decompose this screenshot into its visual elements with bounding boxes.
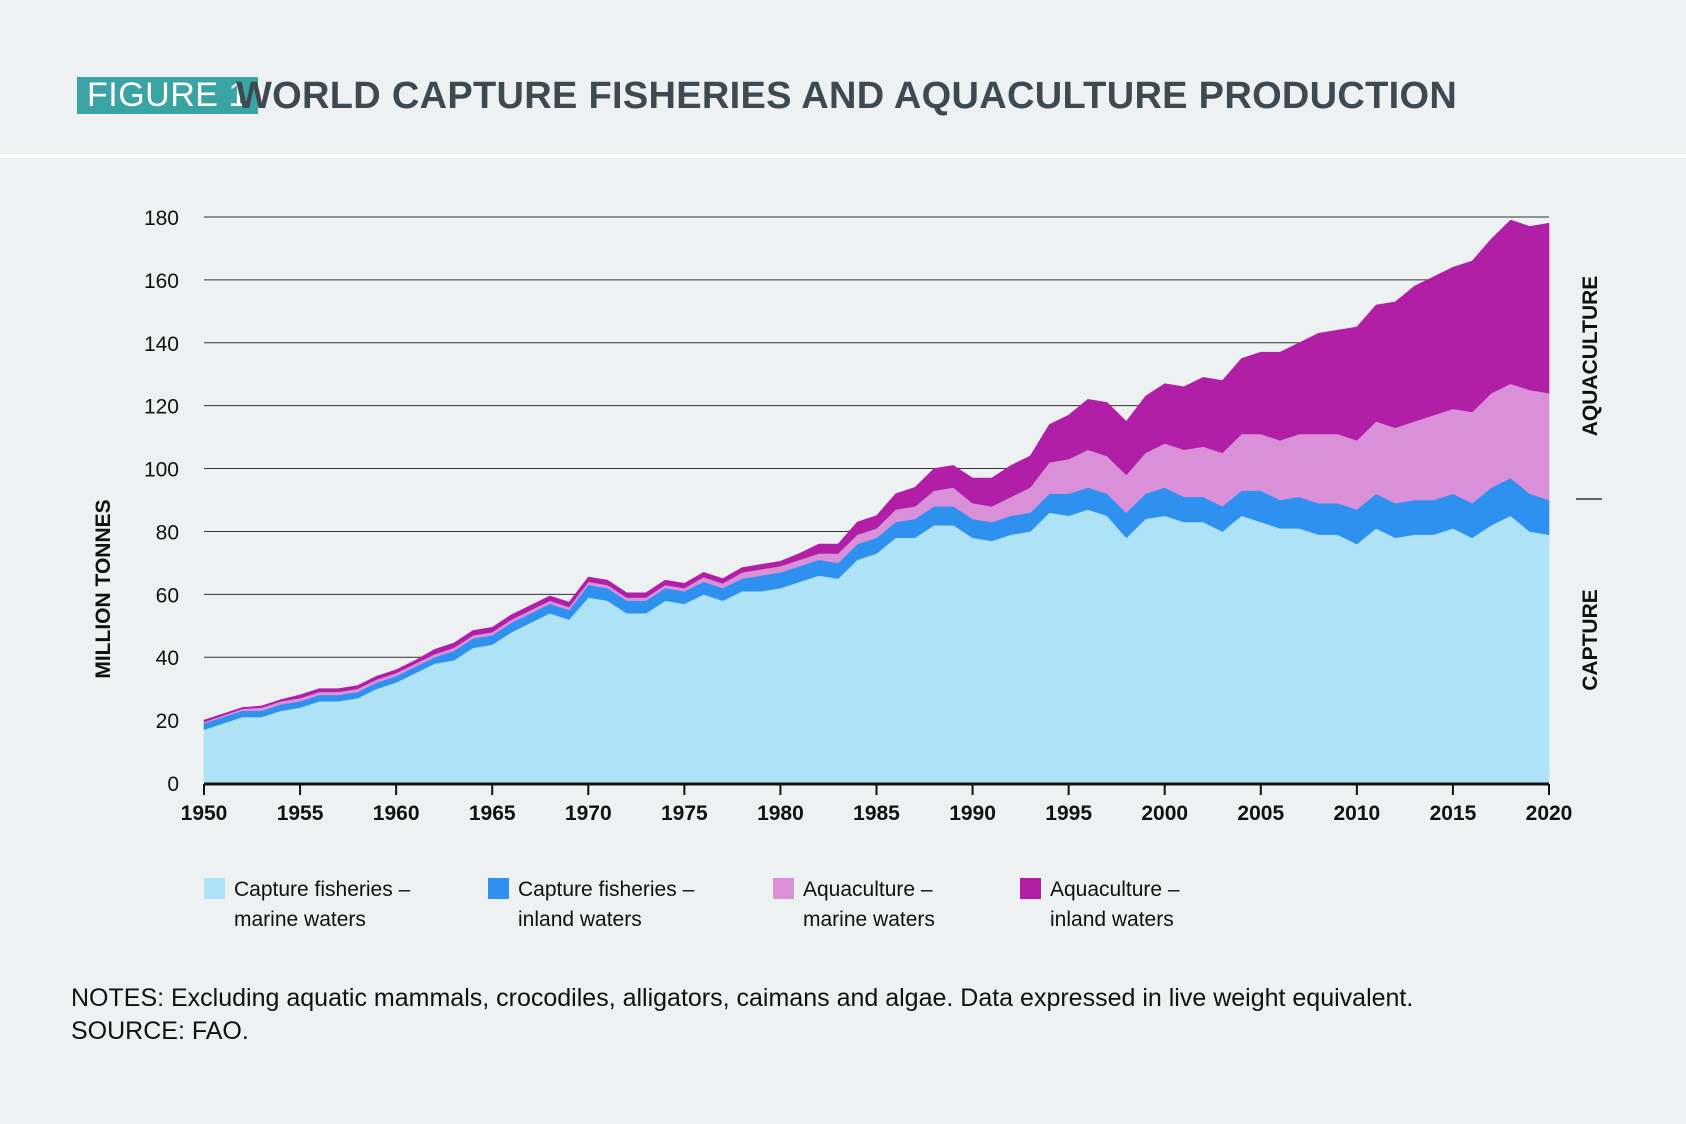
side-label-capture: CAPTURE xyxy=(1579,589,1602,691)
x-tick-label: 2000 xyxy=(1141,802,1188,825)
legend-item-aqua-marine: Aquaculture – marine waters xyxy=(773,875,935,935)
x-tick-label: 1960 xyxy=(373,802,420,825)
legend-swatch-aqua-marine xyxy=(773,878,794,899)
stacked-areas xyxy=(203,219,1550,784)
y-tick-label: 100 xyxy=(144,459,179,482)
legend-label-line: marine waters xyxy=(803,908,935,931)
y-tick-label: 20 xyxy=(156,710,179,733)
production-area-chart: 0 20 40 60 80 100 120 140 160 180 1950 1955 1960 1965… xyxy=(92,207,1602,825)
y-tick-label: 180 xyxy=(144,207,179,230)
x-tick-label: 2005 xyxy=(1237,802,1284,825)
y-tick-label: 40 xyxy=(156,647,179,670)
legend-label-line: Aquaculture – xyxy=(803,878,933,901)
legend-label-line: Capture fisheries – xyxy=(234,878,411,901)
x-tick-label: 1970 xyxy=(565,802,612,825)
axes: 0 20 40 60 80 100 120 140 160 180 1950 1955 1960 1965… xyxy=(144,207,1572,825)
figure-notes: NOTES: Excluding aquatic mammals, crocod… xyxy=(71,982,1413,1048)
legend-item-aqua-inland: Aquaculture – inland waters xyxy=(1020,875,1180,935)
legend-label-line: inland waters xyxy=(518,908,642,931)
figure-label: FIGURE 1 xyxy=(77,77,258,114)
y-tick-label: 60 xyxy=(156,584,179,607)
legend-swatch-aqua-inland xyxy=(1020,878,1041,899)
x-tick-label: 1950 xyxy=(181,802,228,825)
chart-legend: Capture fisheries – marine waters Captur… xyxy=(0,875,1686,935)
x-tick-label: 2020 xyxy=(1526,802,1573,825)
side-label-aquaculture: AQUACULTURE xyxy=(1579,276,1602,437)
header-divider xyxy=(0,154,1686,158)
x-tick-label: 1975 xyxy=(661,802,708,825)
notes-text: NOTES: Excluding aquatic mammals, crocod… xyxy=(71,984,1414,1012)
figure-title: WORLD CAPTURE FISHERIES AND AQUACULTURE … xyxy=(236,75,1458,117)
legend-label-line: Capture fisheries – xyxy=(518,878,695,901)
area-series-aqua-inland xyxy=(203,219,1550,723)
figure-header: FIGURE 1 WORLD CAPTURE FISHERIES AND AQU… xyxy=(0,0,1686,155)
y-tick-label: 140 xyxy=(144,333,179,356)
x-tick-label: 1965 xyxy=(469,802,516,825)
legend-swatch-capture-inland xyxy=(488,878,509,899)
y-axis-label: MILLION TONNES xyxy=(92,499,115,678)
x-tick-label: 2015 xyxy=(1430,802,1477,825)
legend-item-capture-marine: Capture fisheries – marine waters xyxy=(204,875,410,935)
y-tick-label: 0 xyxy=(167,773,179,796)
legend-label-line: inland waters xyxy=(1050,908,1174,931)
x-tick-label: 1995 xyxy=(1045,802,1092,825)
legend-label-line: Aquaculture – xyxy=(1050,878,1180,901)
legend-item-capture-inland: Capture fisheries – inland waters xyxy=(488,875,694,935)
y-tick-label: 160 xyxy=(144,270,179,293)
legend-label-line: marine waters xyxy=(234,908,366,931)
x-tick-label: 1955 xyxy=(277,802,324,825)
x-tick-label: 1985 xyxy=(853,802,900,825)
source-text: SOURCE: FAO. xyxy=(71,1017,249,1045)
y-tick-label: 120 xyxy=(144,396,179,419)
x-tick-label: 2010 xyxy=(1333,802,1380,825)
legend-swatch-capture-marine xyxy=(204,878,225,899)
x-tick-label: 1990 xyxy=(949,802,996,825)
y-tick-label: 80 xyxy=(156,521,179,544)
x-tick-label: 1980 xyxy=(757,802,804,825)
